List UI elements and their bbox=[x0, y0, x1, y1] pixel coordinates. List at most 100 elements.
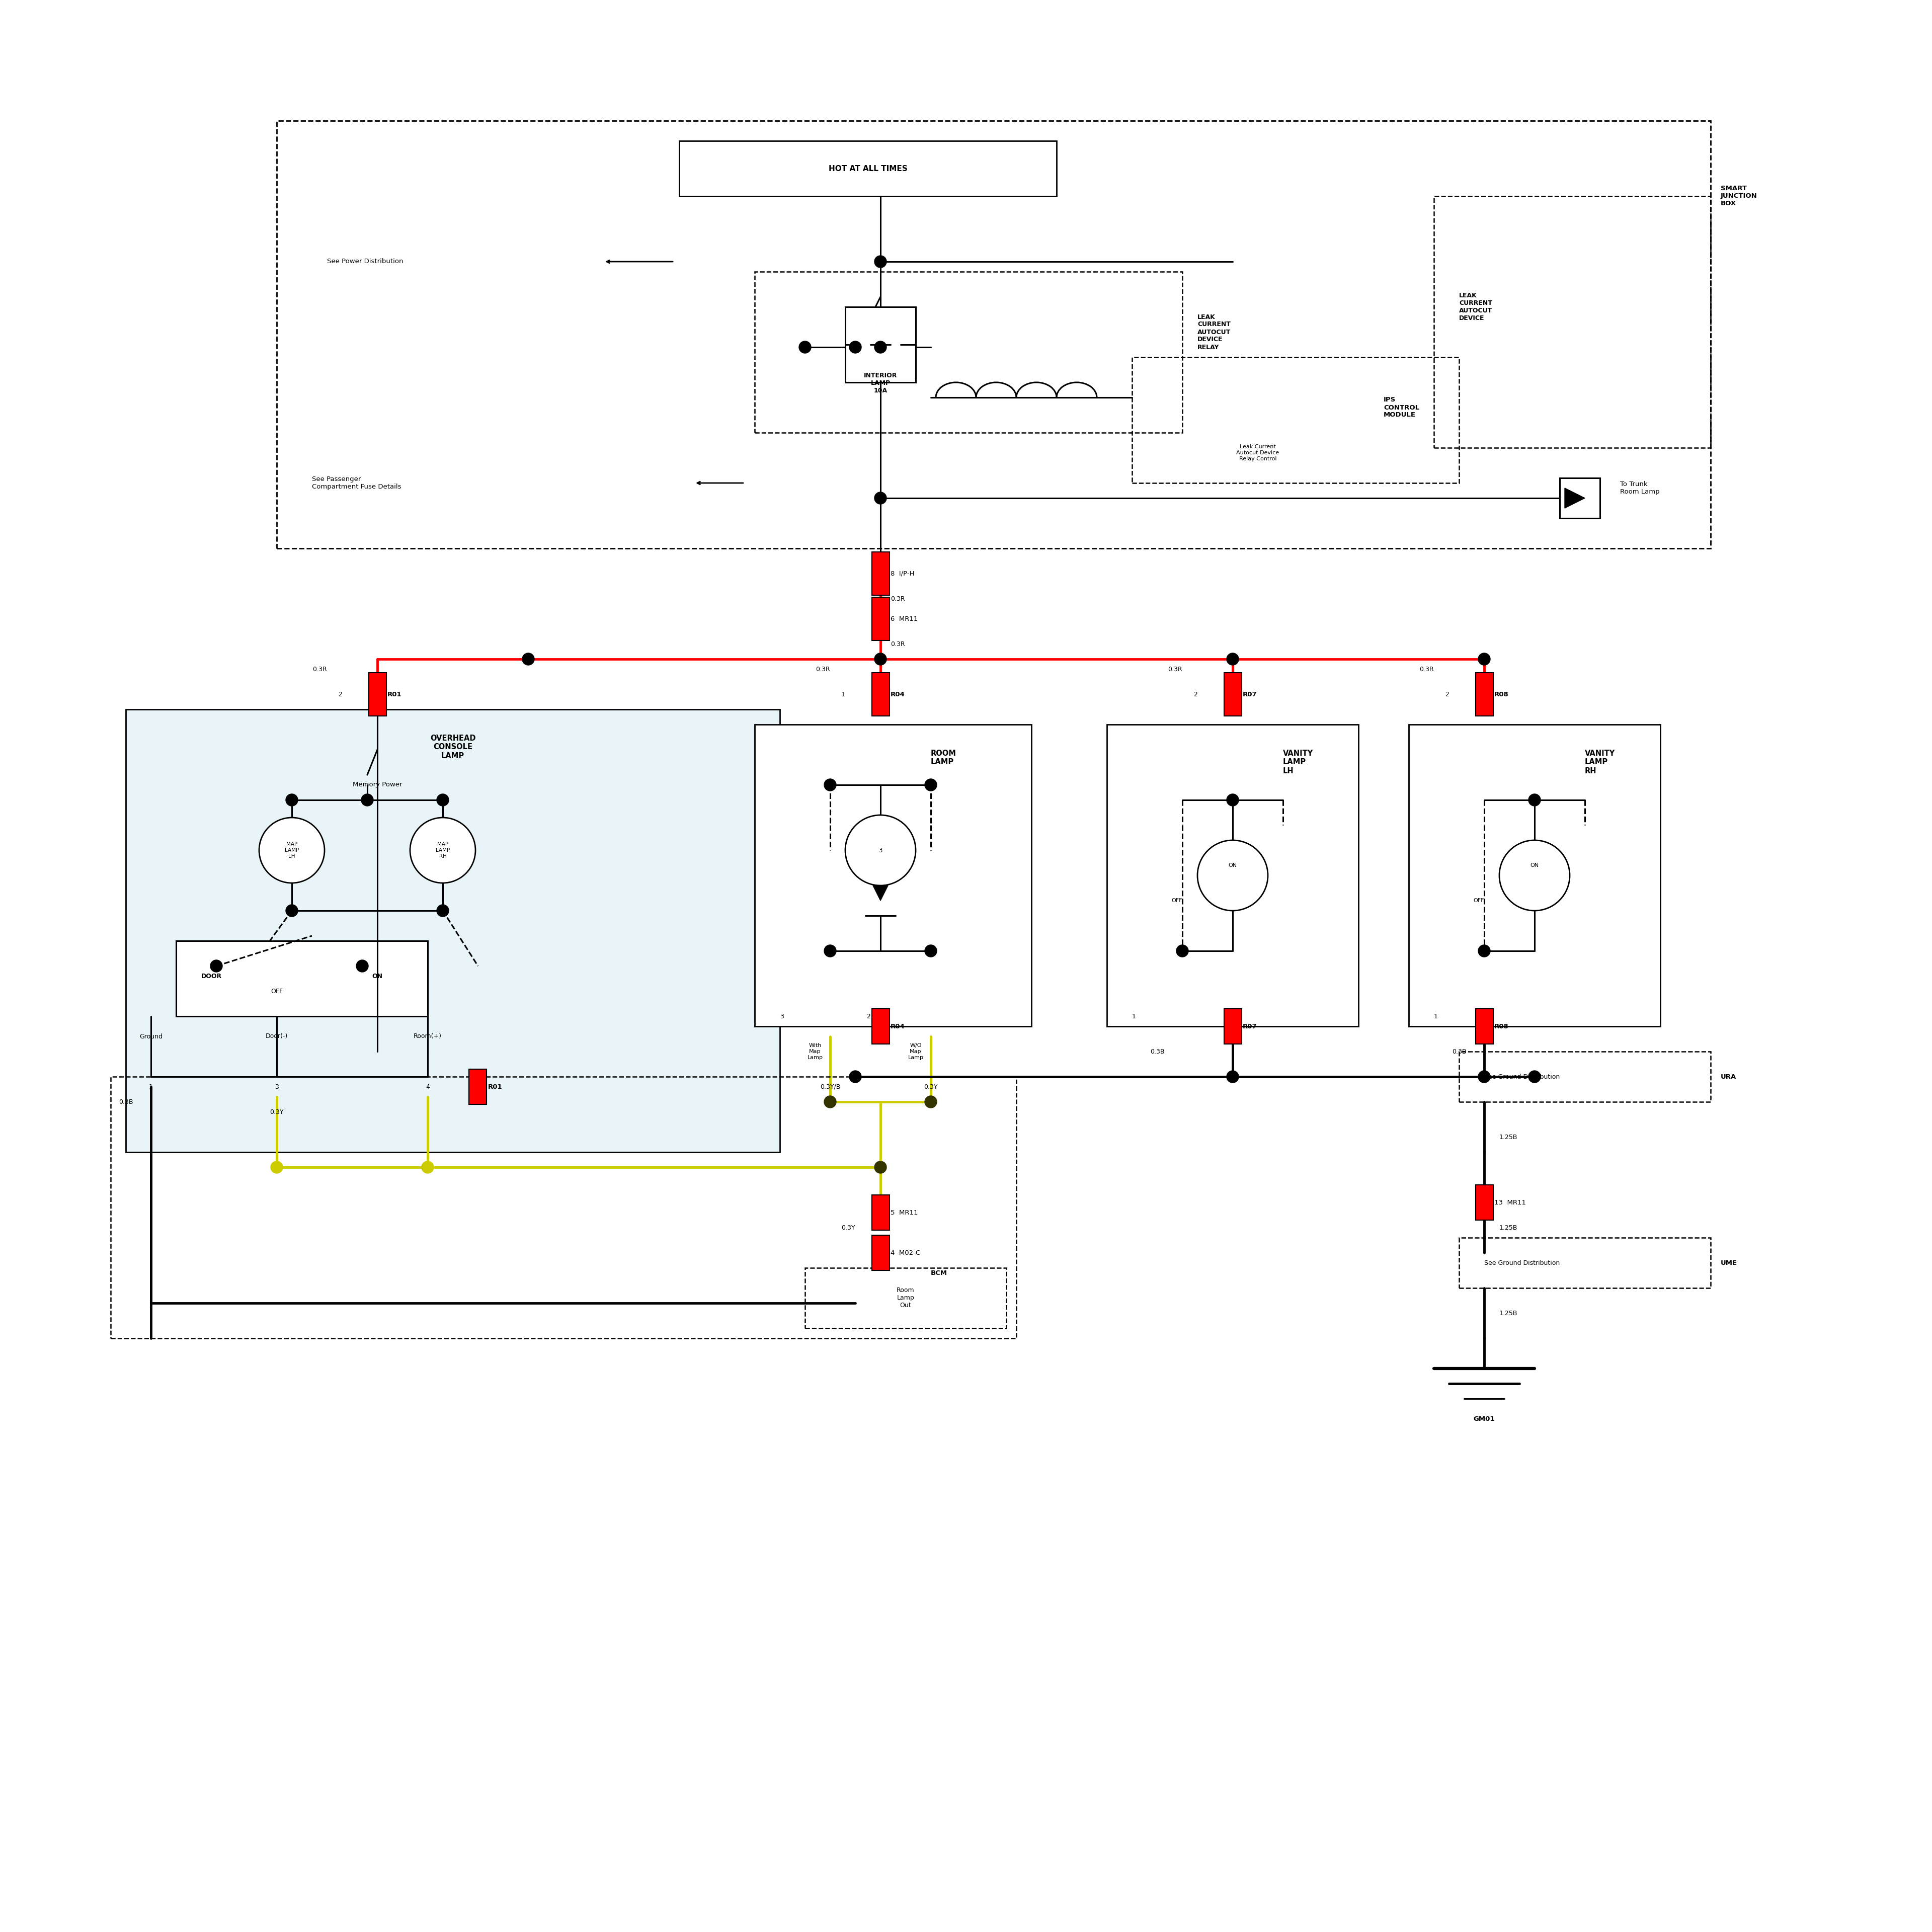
Text: OFF: OFF bbox=[1474, 898, 1484, 902]
Circle shape bbox=[286, 904, 298, 916]
Text: R07: R07 bbox=[1242, 1024, 1258, 1030]
Bar bbox=[1132, 357, 1459, 483]
Text: SMART
JUNCTION
BOX: SMART JUNCTION BOX bbox=[1721, 185, 1758, 207]
Circle shape bbox=[522, 653, 535, 665]
Text: 0.3R: 0.3R bbox=[891, 641, 904, 647]
Circle shape bbox=[421, 1161, 433, 1173]
Bar bbox=[1434, 197, 1710, 448]
Text: 1: 1 bbox=[149, 1084, 153, 1090]
Circle shape bbox=[875, 255, 887, 269]
Circle shape bbox=[355, 960, 369, 972]
Text: ON: ON bbox=[1530, 864, 1540, 867]
Text: 0.3R: 0.3R bbox=[1169, 667, 1182, 672]
Bar bbox=[755, 272, 1182, 433]
Text: See Ground Distribution: See Ground Distribution bbox=[1484, 1260, 1559, 1265]
Bar bbox=[110, 1076, 1016, 1339]
Text: Memory Power: Memory Power bbox=[352, 782, 402, 788]
Bar bbox=[755, 725, 1032, 1026]
Circle shape bbox=[1478, 945, 1490, 956]
Circle shape bbox=[1528, 1070, 1540, 1082]
Text: BCM: BCM bbox=[931, 1269, 947, 1277]
Circle shape bbox=[1177, 945, 1188, 956]
Text: 3: 3 bbox=[879, 846, 883, 854]
Text: Ground: Ground bbox=[139, 1034, 162, 1039]
Text: 8  I/P-H: 8 I/P-H bbox=[891, 570, 914, 578]
Text: R04: R04 bbox=[891, 1024, 904, 1030]
Bar bbox=[871, 1009, 889, 1043]
Text: 6  MR11: 6 MR11 bbox=[891, 616, 918, 622]
Bar bbox=[871, 597, 889, 639]
Text: Room(+): Room(+) bbox=[413, 1034, 442, 1039]
Bar bbox=[1476, 1184, 1493, 1221]
Text: Door(-): Door(-) bbox=[265, 1034, 288, 1039]
Text: 1.25B: 1.25B bbox=[1499, 1310, 1519, 1316]
Text: UME: UME bbox=[1721, 1260, 1737, 1265]
Text: MAP
LAMP
RH: MAP LAMP RH bbox=[435, 842, 450, 858]
Text: To Trunk
Room Lamp: To Trunk Room Lamp bbox=[1621, 481, 1660, 495]
Bar bbox=[871, 1235, 889, 1271]
Circle shape bbox=[846, 815, 916, 885]
Text: 0.3R: 0.3R bbox=[891, 595, 904, 603]
Text: 0.3R: 0.3R bbox=[815, 667, 831, 672]
Circle shape bbox=[1227, 653, 1238, 665]
Text: 0.3Y: 0.3Y bbox=[270, 1109, 284, 1115]
Bar bbox=[806, 1267, 1007, 1329]
Text: 2: 2 bbox=[1194, 692, 1198, 697]
Circle shape bbox=[211, 960, 222, 972]
Text: W/O
Map
Lamp: W/O Map Lamp bbox=[908, 1043, 923, 1061]
Bar bbox=[276, 120, 1710, 549]
Text: 0.3Y/B: 0.3Y/B bbox=[819, 1084, 840, 1090]
Text: 2: 2 bbox=[866, 1012, 871, 1020]
Text: Leak Current
Autocut Device
Relay Control: Leak Current Autocut Device Relay Contro… bbox=[1236, 444, 1279, 462]
Bar bbox=[1223, 672, 1242, 715]
Text: MAP
LAMP
LH: MAP LAMP LH bbox=[284, 842, 299, 858]
Text: 0.3Y: 0.3Y bbox=[842, 1225, 856, 1231]
Text: 0.3B: 0.3B bbox=[118, 1099, 133, 1105]
Text: OFF: OFF bbox=[270, 987, 282, 995]
Circle shape bbox=[286, 794, 298, 806]
Circle shape bbox=[1499, 840, 1569, 910]
Text: LEAK
CURRENT
AUTOCUT
DEVICE
RELAY: LEAK CURRENT AUTOCUT DEVICE RELAY bbox=[1198, 313, 1231, 350]
Bar bbox=[1476, 1009, 1493, 1043]
Circle shape bbox=[800, 342, 811, 354]
Text: See Power Distribution: See Power Distribution bbox=[327, 259, 404, 265]
Circle shape bbox=[850, 1070, 862, 1082]
Bar bbox=[871, 553, 889, 595]
Text: IPS
CONTROL
MODULE: IPS CONTROL MODULE bbox=[1383, 396, 1420, 419]
Text: 2: 2 bbox=[1445, 692, 1449, 697]
Bar bbox=[1476, 672, 1493, 715]
Text: LEAK
CURRENT
AUTOCUT
DEVICE: LEAK CURRENT AUTOCUT DEVICE bbox=[1459, 292, 1492, 321]
Circle shape bbox=[1198, 840, 1267, 910]
Text: 3: 3 bbox=[781, 1012, 784, 1020]
Text: VANITY
LAMP
LH: VANITY LAMP LH bbox=[1283, 750, 1314, 775]
Bar bbox=[680, 141, 1057, 197]
Bar bbox=[369, 672, 386, 715]
Text: R07: R07 bbox=[1242, 692, 1258, 697]
Circle shape bbox=[850, 342, 862, 354]
Text: R04: R04 bbox=[891, 692, 904, 697]
Circle shape bbox=[825, 1095, 837, 1107]
Circle shape bbox=[925, 945, 937, 956]
Text: 0.3B: 0.3B bbox=[1150, 1049, 1165, 1055]
Circle shape bbox=[259, 817, 325, 883]
Text: 1: 1 bbox=[1132, 1012, 1136, 1020]
Circle shape bbox=[1478, 1070, 1490, 1082]
Circle shape bbox=[925, 779, 937, 790]
Circle shape bbox=[437, 794, 448, 806]
Circle shape bbox=[825, 945, 837, 956]
Text: Room
Lamp
Out: Room Lamp Out bbox=[896, 1287, 914, 1308]
Bar bbox=[126, 709, 781, 1151]
Circle shape bbox=[875, 653, 887, 665]
Text: 5  MR11: 5 MR11 bbox=[891, 1209, 918, 1215]
Circle shape bbox=[1528, 794, 1540, 806]
Text: 0.3Y: 0.3Y bbox=[923, 1084, 937, 1090]
Circle shape bbox=[1227, 1070, 1238, 1082]
Bar bbox=[1107, 725, 1358, 1026]
Bar bbox=[1559, 477, 1600, 518]
Text: 1.25B: 1.25B bbox=[1499, 1134, 1519, 1140]
Circle shape bbox=[875, 342, 887, 354]
Circle shape bbox=[270, 1161, 282, 1173]
Text: DOOR: DOOR bbox=[201, 974, 222, 980]
Bar bbox=[1459, 1051, 1710, 1101]
Text: R08: R08 bbox=[1493, 1024, 1509, 1030]
